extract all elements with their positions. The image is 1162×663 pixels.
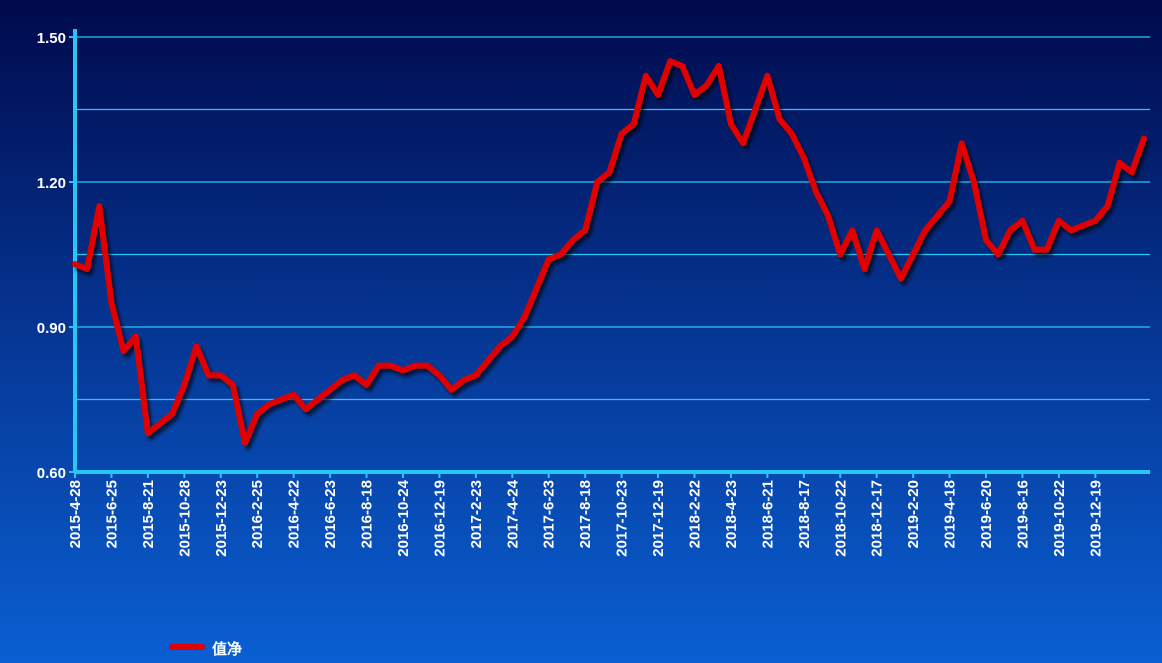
x-tick-label: 2019-2-20 bbox=[905, 480, 922, 548]
x-tick-label: 2016-12-19 bbox=[431, 480, 448, 557]
legend-label: 值净 bbox=[212, 640, 242, 658]
x-tick-label: 2018-4-23 bbox=[723, 480, 740, 548]
x-tick-label: 2015-8-21 bbox=[140, 480, 157, 548]
x-tick-label: 2018-12-17 bbox=[869, 480, 886, 557]
x-tick-label: 2016-6-23 bbox=[322, 480, 339, 548]
x-tick-label: 2017-6-23 bbox=[541, 480, 558, 548]
x-tick-label: 2016-8-18 bbox=[359, 480, 376, 548]
x-tick-label: 2019-10-22 bbox=[1051, 480, 1068, 557]
x-tick-label: 2018-8-17 bbox=[796, 480, 813, 548]
x-tick-label: 2015-6-25 bbox=[103, 480, 120, 548]
x-tick-label: 2015-12-23 bbox=[213, 480, 230, 557]
x-tick-label: 2015-4-28 bbox=[67, 480, 84, 548]
y-tick-label: 1.50 bbox=[37, 30, 66, 47]
x-tick-label: 2018-2-22 bbox=[686, 480, 703, 548]
x-tick-label: 2016-10-24 bbox=[395, 479, 412, 556]
x-tick-label: 2017-10-23 bbox=[614, 480, 631, 557]
x-tick-label: 2016-2-25 bbox=[249, 480, 266, 548]
y-tick-label: 1.20 bbox=[37, 175, 66, 192]
x-tick-label: 2015-10-28 bbox=[176, 480, 193, 557]
x-tick-label: 2019-12-19 bbox=[1087, 480, 1104, 557]
x-tick-label: 2017-2-23 bbox=[468, 480, 485, 548]
y-tick-label: 0.60 bbox=[37, 465, 66, 482]
y-tick-label: 0.90 bbox=[37, 320, 66, 337]
x-tick-label: 2018-10-22 bbox=[832, 480, 849, 557]
x-tick-label: 2018-6-21 bbox=[759, 480, 776, 548]
x-tick-label: 2016-4-22 bbox=[286, 480, 303, 548]
x-tick-label: 2017-12-19 bbox=[650, 480, 667, 557]
x-tick-label: 2019-4-18 bbox=[942, 480, 959, 548]
x-tick-label: 2019-8-16 bbox=[1014, 480, 1031, 548]
x-tick-label: 2017-8-18 bbox=[577, 480, 594, 548]
series-line bbox=[72, 58, 1147, 446]
x-tick-label: 2017-4-24 bbox=[504, 479, 521, 548]
x-tick-label: 2019-6-20 bbox=[978, 480, 995, 548]
